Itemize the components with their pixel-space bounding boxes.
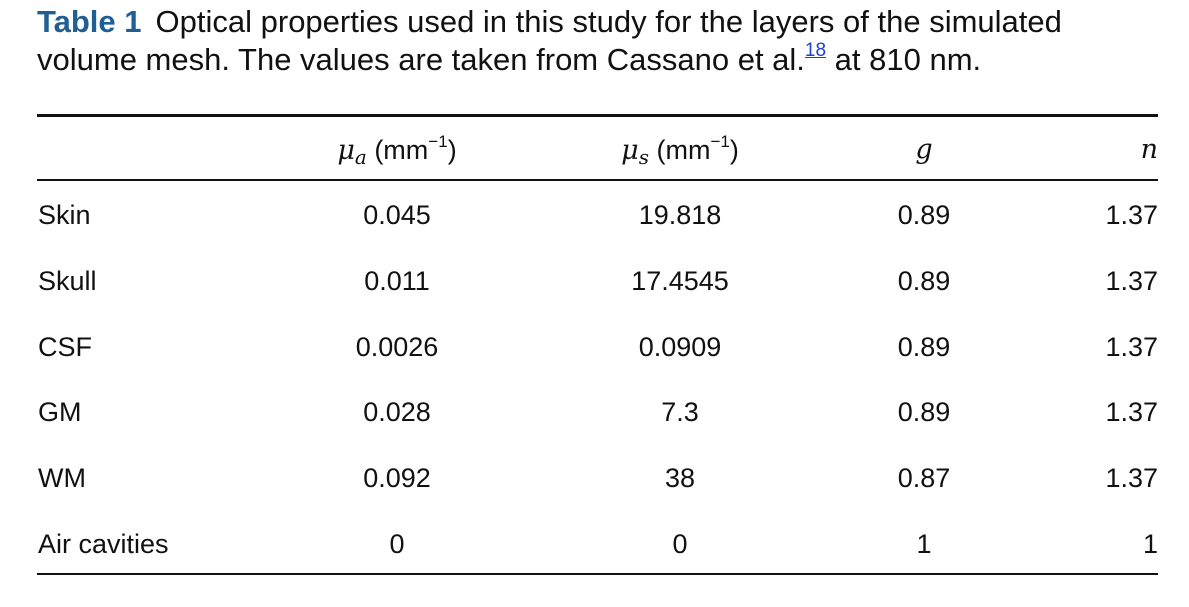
header-mu-s: μs (mm−1) — [580, 133, 780, 168]
caption-text-end: at 810 nm. — [826, 42, 982, 77]
table-caption: Table 1 Optical properties used in this s… — [37, 3, 1167, 79]
header-g: g — [915, 134, 933, 165]
cell-n: 1.37 — [1105, 266, 1158, 296]
cell-layer: Skull — [38, 266, 97, 296]
cell-n: 1.37 — [1105, 200, 1158, 230]
unit-exponent: −1 — [710, 132, 730, 151]
mu-s-subscript: s — [638, 145, 649, 169]
unit-exponent: −1 — [428, 132, 448, 151]
cell-g: 1 — [916, 529, 932, 559]
reference-link-18[interactable]: 18 — [804, 40, 827, 61]
cell-layer: WM — [38, 463, 86, 493]
unit-text: (mm — [648, 135, 711, 165]
cell-mu-s: 0 — [672, 529, 688, 559]
cell-mu-a: 0.092 — [363, 463, 431, 493]
cell-g: 0.87 — [897, 463, 951, 493]
table-label: Table 1 — [37, 4, 142, 39]
cell-layer: CSF — [38, 332, 92, 362]
mu-symbol: μ — [337, 135, 355, 166]
unit-text: (mm — [366, 135, 429, 165]
caption-text: Optical properties used in this study fo… — [37, 4, 1062, 77]
cell-mu-a: 0 — [389, 529, 405, 559]
cell-g: 0.89 — [897, 200, 951, 230]
table-bottom-rule — [37, 573, 1158, 575]
cell-mu-s: 17.4545 — [631, 266, 729, 296]
cell-mu-a: 0.0026 — [355, 332, 439, 362]
unit-close: ) — [447, 135, 457, 165]
cell-g: 0.89 — [897, 332, 951, 362]
cell-mu-s: 7.3 — [661, 397, 699, 427]
cell-mu-a: 0.011 — [364, 266, 430, 296]
cell-mu-a: 0.045 — [363, 200, 431, 230]
cell-layer: GM — [38, 397, 82, 427]
cell-g: 0.89 — [897, 266, 951, 296]
unit-close: ) — [729, 135, 739, 165]
cell-layer: Air cavities — [38, 529, 169, 559]
cell-mu-a: 0.028 — [363, 397, 431, 427]
cell-n: 1.37 — [1105, 332, 1158, 362]
table-top-rule — [37, 114, 1158, 117]
cell-n: 1.37 — [1105, 397, 1158, 427]
cell-layer: Skin — [38, 200, 91, 230]
table-header-rule — [37, 179, 1158, 181]
cell-mu-s: 0.0909 — [638, 332, 722, 362]
mu-a-subscript: a — [354, 145, 367, 169]
header-n: n — [1140, 134, 1158, 165]
cell-mu-s: 19.818 — [638, 200, 722, 230]
header-mu-a: μa (mm−1) — [297, 133, 497, 168]
cell-n: 1.37 — [1105, 463, 1158, 493]
cell-mu-s: 38 — [664, 463, 696, 493]
cell-n: 1 — [1142, 529, 1158, 559]
cell-g: 0.89 — [897, 397, 951, 427]
mu-symbol: μ — [621, 135, 639, 166]
